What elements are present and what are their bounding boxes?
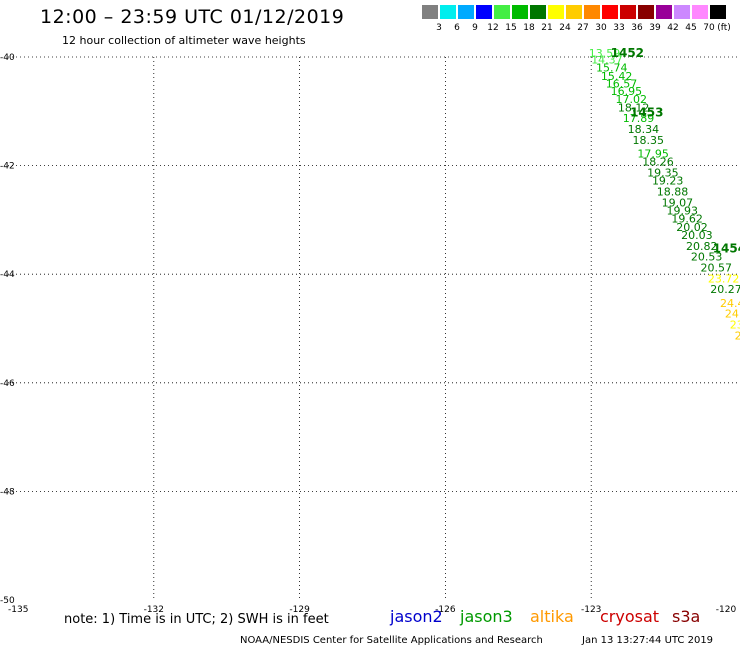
map-subtitle: 12 hour collection of altimeter wave hei… (62, 34, 306, 47)
satellite-label-jason2: jason2 (390, 607, 443, 626)
swh-value: 20.82 (686, 240, 718, 253)
legend-label: 6 (454, 23, 460, 33)
footer-note: note: 1) Time is in UTC; 2) SWH is in fe… (64, 612, 329, 627)
legend-label: 9 (472, 23, 478, 33)
legend-label: 24 (559, 23, 571, 33)
legend-swatch (692, 5, 708, 19)
swh-value: 19.07 (662, 196, 694, 209)
lon-tick-label: -126 (435, 605, 456, 615)
swh-value: 16.57 (606, 77, 638, 90)
time-label: 1454 (713, 241, 740, 255)
legend-label: 12 (487, 23, 499, 33)
time-label: 1452 (611, 46, 644, 60)
swh-value: 19.23 (652, 175, 684, 188)
swh-value: 19.93 (667, 204, 699, 217)
swh-value: 19.62 (671, 213, 703, 226)
swh-value: 20.27 (710, 283, 740, 296)
credit-text: NOAA/NESDIS Center for Satellite Applica… (240, 635, 543, 646)
swh-value: 18.12 (618, 101, 650, 114)
legend-swatch (476, 5, 492, 19)
time-label: 1453 (630, 106, 663, 120)
swh-value: 20.53 (691, 251, 723, 264)
swh-value: 24.5 (735, 329, 740, 342)
lon-tick-label: -123 (581, 605, 601, 615)
swh-value: 18.34 (628, 123, 660, 136)
swh-value: 20.02 (676, 221, 708, 234)
swh-value: 23.72 (708, 272, 740, 285)
swh-value: 17.02 (616, 93, 648, 106)
swh-value: 20.03 (681, 229, 713, 242)
legend-swatch (602, 5, 618, 19)
swh-value: 23.9 (730, 319, 740, 332)
legend-swatch (440, 5, 456, 19)
legend-swatch (584, 5, 600, 19)
lon-tick-label: -120 (716, 605, 737, 615)
satellite-label-altika: altika (530, 607, 574, 626)
legend-swatch (674, 5, 690, 19)
legend-label: 39 (649, 23, 661, 33)
map-title: 12:00 – 23:59 UTC 01/12/2019 (40, 6, 345, 28)
swh-value: 24.45 (720, 297, 740, 310)
lon-tick-label: -135 (8, 605, 28, 615)
swh-value: 18.26 (642, 156, 674, 169)
legend-swatch (458, 5, 474, 19)
swh-value: 19.35 (647, 166, 679, 179)
swh-value: 24.1 (725, 308, 740, 321)
satellite-label-jason3: jason3 (460, 607, 513, 626)
legend-swatch (638, 5, 654, 19)
legend-label: 45 (685, 23, 697, 33)
legend-label: 27 (577, 23, 589, 33)
legend-label: 42 (667, 23, 679, 33)
legend-swatch (494, 5, 510, 19)
lat-tick-label: -40 (0, 53, 15, 63)
legend-label: 36 (631, 23, 643, 33)
swh-value: 13.59 (589, 47, 621, 60)
swh-value: 18.35 (633, 134, 665, 147)
legend-label: 30 (595, 23, 607, 33)
satellite-label-s3a: s3a (672, 607, 701, 626)
color-legend: 3 6 9 12 15 18 21 24 27 30 33 36 39 42 45 70 (ft) (422, 5, 732, 39)
swh-value: 16.95 (611, 85, 643, 98)
legend-label: 18 (523, 23, 535, 33)
legend-swatch (548, 5, 564, 19)
lon-tick-label: -132 (144, 605, 164, 615)
lat-tick-label: -46 (0, 379, 15, 389)
swh-value: 20.57 (701, 261, 733, 274)
legend-swatch (620, 5, 636, 19)
legend-label: 15 (505, 23, 517, 33)
legend-label: 21 (541, 23, 553, 33)
legend-swatch (530, 5, 546, 19)
lat-tick-label: -50 (0, 596, 15, 606)
swh-value: 14.37 (591, 54, 623, 67)
legend-label: 33 (613, 23, 625, 33)
legend-unit: (ft) (717, 23, 731, 33)
swh-value: 17.95 (637, 147, 669, 160)
legend-label: 70 (703, 23, 715, 33)
lat-tick-label: -48 (0, 487, 15, 497)
legend-swatch (512, 5, 528, 19)
swh-value: 15.74 (596, 62, 628, 75)
lon-tick-label: -129 (289, 605, 310, 615)
swh-value: 17.89 (623, 112, 655, 125)
legend-swatch (710, 5, 726, 19)
swh-value: 18.88 (657, 185, 689, 198)
satellite-label-cryosat: cryosat (600, 607, 660, 626)
lat-tick-label: -44 (0, 270, 15, 280)
legend-swatch (566, 5, 582, 19)
lat-tick-label: -42 (0, 162, 15, 172)
legend-swatch (422, 5, 438, 19)
legend-swatch (656, 5, 672, 19)
legend-label: 3 (436, 23, 442, 33)
swh-value: 15.42 (601, 70, 633, 83)
timestamp-text: Jan 13 13:27:44 UTC 2019 (582, 635, 714, 646)
